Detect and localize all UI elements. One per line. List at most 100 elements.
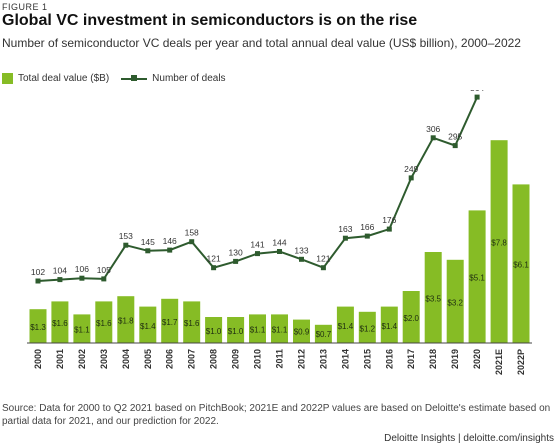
x-tick-label-2021E: 2021E: [494, 349, 504, 375]
x-tick-label-2000: 2000: [33, 349, 43, 369]
bar-2002: [73, 314, 91, 343]
deals-point-2005: [145, 248, 151, 254]
bar-2021E: [490, 140, 508, 343]
deals-label-2019: 295: [448, 132, 462, 142]
bar-2015: [358, 311, 376, 343]
bar-label-2013: $0.7: [316, 330, 332, 339]
deals-label-2011: 144: [272, 238, 286, 248]
bar-label-2000: $1.3: [30, 323, 46, 332]
bar-label-2008: $1.0: [206, 327, 222, 336]
deals-label-2018: 306: [426, 124, 440, 134]
x-tick-label-2012: 2012: [297, 349, 307, 369]
bar-2013: [314, 324, 332, 343]
x-tick-label-2003: 2003: [99, 349, 109, 369]
deals-label-2005: 145: [141, 237, 155, 247]
x-tick-label-2005: 2005: [143, 349, 153, 369]
deals-point-2010: [255, 251, 260, 257]
x-tick-label-2008: 2008: [209, 349, 219, 369]
bar-label-2016: $1.4: [382, 322, 398, 331]
deals-label-2003: 105: [97, 265, 111, 275]
deals-point-2004: [123, 242, 129, 248]
legend-bar-swatch: [2, 73, 13, 84]
x-tick-label-2010: 2010: [253, 349, 263, 369]
bar-2011: [271, 314, 288, 343]
bar-label-2006: $1.7: [162, 318, 178, 327]
figure-label: FIGURE 1: [2, 2, 48, 12]
deals-point-2001: [57, 277, 63, 283]
bar-2019: [446, 259, 464, 343]
deals-point-2012: [299, 256, 304, 262]
source-note: Source: Data for 2000 to Q2 2021 based o…: [2, 403, 551, 427]
deals-label-2004: 153: [119, 231, 133, 241]
deals-label-2015: 166: [360, 222, 374, 232]
bar-label-2010: $1.1: [250, 326, 266, 335]
bar-label-2007: $1.6: [184, 319, 200, 328]
deals-label-2008: 121: [207, 254, 221, 264]
deals-label-2010: 141: [250, 240, 264, 250]
bar-2009: [227, 317, 245, 343]
x-tick-label-2009: 2009: [231, 349, 241, 369]
bar-label-2002: $1.1: [74, 326, 90, 335]
x-tick-label-2019: 2019: [450, 349, 460, 369]
bar-2000: [29, 309, 47, 343]
legend-bar-label: Total deal value ($B): [18, 73, 110, 84]
bar-2018: [424, 252, 442, 343]
bar-2004: [117, 296, 135, 343]
bar-label-2018: $3.5: [425, 295, 441, 304]
bar-2006: [161, 298, 179, 343]
deals-label-2017: 249: [404, 164, 418, 174]
deals-point-2000: [35, 278, 41, 284]
bar-label-2015: $1.2: [360, 324, 376, 333]
deals-point-2008: [211, 265, 217, 271]
bar-2017: [402, 291, 420, 343]
deals-label-2020: 364: [470, 90, 484, 93]
chart-subtitle: Number of semiconductor VC deals per yea…: [2, 36, 521, 50]
deals-label-2001: 104: [53, 266, 67, 276]
bar-2010: [249, 314, 266, 343]
x-tick-label-2022P: 2022P: [516, 349, 526, 375]
deals-point-2017: [408, 175, 414, 181]
bar-2016: [380, 306, 398, 343]
deals-point-2002: [79, 275, 85, 281]
bar-label-2020: $5.1: [469, 274, 485, 283]
bar-2014: [336, 306, 354, 343]
bar-2008: [205, 317, 223, 343]
deals-point-2014: [342, 235, 348, 241]
x-tick-label-2004: 2004: [121, 349, 131, 369]
bar-label-2005: $1.4: [140, 322, 156, 331]
bar-label-2004: $1.8: [118, 317, 134, 326]
bar-label-2022P: $6.1: [513, 261, 529, 270]
deals-point-2013: [320, 265, 326, 271]
bar-label-2009: $1.0: [228, 327, 244, 336]
x-tick-label-2006: 2006: [165, 349, 175, 369]
deals-point-2015: [364, 233, 370, 239]
deals-point-2019: [452, 143, 458, 149]
deals-point-2018: [430, 135, 436, 141]
x-tick-label-2014: 2014: [340, 349, 350, 369]
bar-label-2019: $3.2: [447, 298, 463, 307]
bar-label-2011: $1.1: [272, 326, 288, 335]
deals-label-2014: 163: [338, 224, 352, 234]
bar-2005: [139, 306, 157, 343]
deals-label-2000: 102: [31, 267, 45, 277]
deals-label-2006: 146: [163, 236, 177, 246]
x-tick-label-2016: 2016: [384, 349, 394, 369]
x-tick-label-2017: 2017: [406, 349, 416, 369]
deals-label-2016: 176: [382, 215, 396, 225]
deals-point-2009: [233, 258, 239, 264]
bar-label-2003: $1.6: [96, 319, 112, 328]
deals-label-2007: 158: [185, 228, 199, 238]
x-tick-label-2013: 2013: [318, 349, 328, 369]
deals-point-2006: [167, 247, 173, 253]
deals-label-2012: 133: [294, 245, 308, 255]
bar-label-2001: $1.6: [52, 319, 68, 328]
chart-title: Global VC investment in semiconductors i…: [2, 12, 418, 29]
bar-2001: [51, 301, 69, 343]
x-tick-label-2001: 2001: [55, 349, 65, 369]
x-tick-label-2018: 2018: [428, 349, 438, 369]
deals-point-2011: [277, 249, 282, 254]
legend-line-label: Number of deals: [152, 73, 226, 84]
bar-label-2021E: $7.8: [491, 239, 507, 248]
bar-label-2014: $1.4: [338, 322, 354, 331]
bar-2007: [183, 301, 201, 343]
